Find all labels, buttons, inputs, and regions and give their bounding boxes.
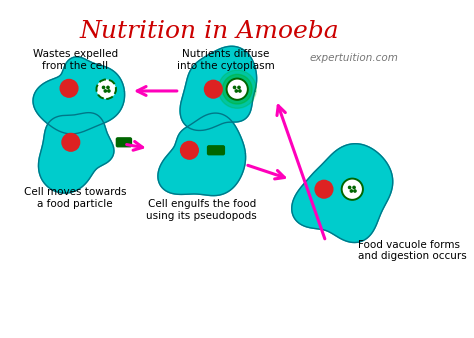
Circle shape [108,90,110,92]
Circle shape [102,86,105,89]
Circle shape [104,90,107,92]
Circle shape [97,79,116,99]
Circle shape [107,86,109,89]
Polygon shape [158,113,246,196]
Circle shape [222,74,252,104]
Text: Food vacuole forms
and digestion occurs: Food vacuole forms and digestion occurs [358,240,467,261]
FancyBboxPatch shape [117,138,131,147]
Circle shape [181,141,198,159]
Circle shape [354,190,356,192]
Circle shape [348,186,351,189]
Text: Cell engulfs the food
using its pseudopods: Cell engulfs the food using its pseudopo… [146,199,257,221]
Circle shape [315,180,333,198]
Text: Cell moves towards
a food particle: Cell moves towards a food particle [24,188,127,209]
Circle shape [60,79,78,97]
FancyBboxPatch shape [208,146,224,155]
Circle shape [227,78,248,100]
Circle shape [353,186,355,189]
Polygon shape [180,46,256,130]
Circle shape [204,80,222,98]
Circle shape [235,90,237,92]
Circle shape [238,86,240,89]
Polygon shape [33,57,125,134]
Text: expertuition.com: expertuition.com [310,53,399,63]
Circle shape [233,86,236,89]
Polygon shape [38,113,114,193]
Polygon shape [292,144,393,242]
Circle shape [342,178,363,200]
Text: Nutrients diffuse
into the cytoplasm: Nutrients diffuse into the cytoplasm [177,49,274,71]
Circle shape [218,70,256,108]
Text: Wastes expelled
from the cell: Wastes expelled from the cell [33,49,118,71]
Circle shape [350,190,353,192]
Circle shape [239,90,241,92]
Circle shape [62,134,80,151]
Text: Nutrition in Amoeba: Nutrition in Amoeba [80,20,339,43]
